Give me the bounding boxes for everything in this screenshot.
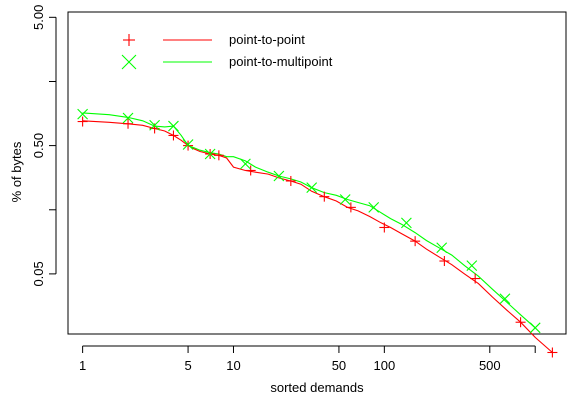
series-2-point xyxy=(240,158,251,170)
legend-marker xyxy=(123,34,135,46)
series-1-point xyxy=(245,165,256,176)
x-tick-label: 100 xyxy=(373,358,395,373)
series-line-2 xyxy=(82,112,536,329)
series-2-point xyxy=(306,182,318,194)
x-tick-label: 500 xyxy=(479,358,501,373)
x-tick-label: 1 xyxy=(79,358,86,373)
series-1-point xyxy=(285,175,296,186)
series-2-point xyxy=(339,194,351,205)
series-1-point xyxy=(439,256,450,267)
y-tick-label: 0.05 xyxy=(31,261,46,286)
series-1-point xyxy=(183,140,194,151)
x-axis-title: sorted demands xyxy=(270,380,364,395)
plot-area xyxy=(67,11,567,353)
series-2-point xyxy=(149,119,160,131)
legend-label: point-to-point xyxy=(229,32,305,47)
series-2-point xyxy=(168,120,179,132)
series-2-point xyxy=(466,260,478,272)
y-tick-label: 0.50 xyxy=(31,133,46,158)
series-2-point xyxy=(401,217,412,229)
plot-frame xyxy=(67,11,567,335)
series-1-point xyxy=(168,130,179,141)
series-2-point xyxy=(499,293,511,305)
series-1-point xyxy=(470,273,481,284)
series-1-point xyxy=(515,317,526,328)
series-2-point xyxy=(204,148,216,160)
series-line-1 xyxy=(82,120,553,353)
series-2-point xyxy=(182,139,194,150)
series-1-point xyxy=(547,347,558,358)
legend-item-2: point-to-multipoint xyxy=(121,54,333,70)
series-2-point xyxy=(77,108,89,120)
series-1-point xyxy=(410,236,421,247)
y-axis-title: % of bytes xyxy=(9,141,24,202)
legend: point-to-point point-to-multipoint xyxy=(121,32,333,70)
series-2-point xyxy=(436,242,448,254)
x-axis: 1 5 10 50 100 500 xyxy=(79,345,536,373)
plot-markers xyxy=(77,108,558,358)
series-1-point xyxy=(213,150,224,161)
series-1-point xyxy=(319,191,330,202)
legend-label: point-to-multipoint xyxy=(229,54,333,69)
legend-marker xyxy=(121,54,137,70)
x-tick-label: 5 xyxy=(184,358,191,373)
series-1-point xyxy=(379,222,390,233)
series-1-point xyxy=(123,118,134,129)
series-2-point xyxy=(529,322,541,334)
series-2-point xyxy=(122,112,134,124)
series-2-point xyxy=(368,201,380,213)
y-tick-label: 5.00 xyxy=(31,5,46,30)
series-1-point xyxy=(77,116,88,127)
series-2-point xyxy=(273,170,285,182)
x-tick-label: 50 xyxy=(332,358,346,373)
series-1-point xyxy=(345,202,356,213)
legend-item-1: point-to-point xyxy=(123,32,305,47)
y-axis: 0.05 0.50 5.00 xyxy=(31,5,57,287)
x-tick-label: 10 xyxy=(226,358,240,373)
